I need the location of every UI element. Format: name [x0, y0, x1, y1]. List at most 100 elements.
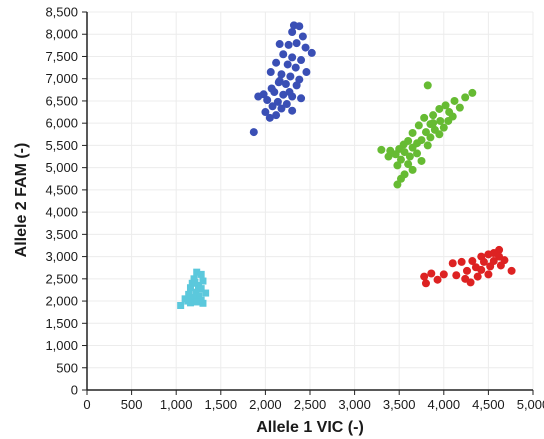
data-point [393, 161, 402, 170]
axes [82, 11, 534, 395]
data-point [461, 93, 470, 102]
data-point [189, 294, 197, 302]
data-point [197, 285, 205, 293]
data-point [377, 145, 386, 154]
data-point [479, 257, 488, 266]
data-point [297, 56, 306, 65]
data-point [444, 116, 453, 125]
x-tick-labels: 0 500 1,000 1,500 2,000 2,500 3,000 3,500 4,000 4… [83, 397, 544, 412]
data-point [193, 298, 201, 306]
data-point [177, 302, 185, 310]
data-point [193, 268, 201, 276]
data-point [496, 261, 505, 270]
data-point [420, 113, 429, 122]
data-point [413, 149, 422, 158]
data-point [297, 94, 306, 103]
data-point [195, 292, 202, 300]
data-points [177, 21, 516, 310]
data-point [272, 58, 281, 67]
y-tick-label: 6,500 [45, 93, 78, 108]
y-tick-label: 5,000 [45, 160, 78, 175]
data-point [270, 88, 279, 97]
x-axis-title: Allele 1 VIC (-) [256, 419, 364, 436]
x-tick-label: 2,000 [249, 397, 282, 412]
data-point [439, 270, 448, 279]
data-point [302, 68, 311, 77]
data-point [295, 22, 304, 31]
data-point [466, 278, 475, 287]
data-point [477, 265, 486, 274]
y-tick-label: 8,500 [45, 5, 78, 20]
data-point [420, 272, 429, 281]
x-tick-label: 1,000 [160, 397, 193, 412]
data-point [441, 101, 450, 110]
data-point [421, 128, 430, 137]
y-tick-label: 7,000 [45, 71, 78, 86]
data-point [484, 250, 493, 259]
data-point [457, 257, 466, 266]
y-tick-labels: 0 500 1,000 1,500 2,000 2,500 3,000 3,500 4,000 4… [45, 5, 78, 398]
data-point [284, 40, 293, 49]
data-point [199, 299, 207, 307]
y-tick-label: 6,000 [45, 116, 78, 131]
data-point [423, 141, 432, 150]
data-point [435, 130, 444, 139]
data-point [393, 180, 402, 189]
data-point [288, 28, 297, 37]
data-point [448, 259, 457, 268]
data-point [384, 152, 393, 161]
data-point [468, 257, 477, 266]
grid-lines [87, 11, 534, 390]
series-3 [420, 245, 516, 288]
data-point [426, 133, 435, 142]
data-point [261, 108, 270, 117]
x-tick-label: 500 [121, 397, 143, 412]
data-point [433, 275, 442, 284]
data-point [436, 116, 445, 125]
data-point [439, 123, 448, 132]
series-1 [249, 21, 316, 137]
data-point [184, 297, 192, 305]
data-point [265, 113, 274, 122]
data-point [185, 290, 193, 298]
data-point [417, 156, 426, 165]
data-point [405, 152, 414, 161]
data-point [455, 103, 464, 112]
data-point [427, 269, 436, 278]
y-tick-label: 1,500 [45, 316, 78, 331]
data-point [202, 289, 210, 297]
data-point [421, 279, 430, 288]
data-point [435, 104, 444, 113]
data-point [281, 80, 290, 89]
data-point [301, 43, 310, 52]
data-point [452, 271, 461, 280]
x-tick-label: 2,500 [294, 397, 327, 412]
y-tick-label: 8,000 [45, 27, 78, 42]
data-point [307, 48, 316, 57]
data-point [279, 50, 288, 59]
x-tick-label: 4,500 [472, 397, 505, 412]
data-point [190, 275, 198, 283]
data-point [450, 96, 459, 105]
x-tick-label: 5,000 [517, 397, 544, 412]
data-point [298, 32, 307, 41]
y-tick-label: 0 [71, 383, 78, 398]
data-point [468, 88, 477, 97]
data-point [486, 262, 495, 271]
data-point [254, 92, 263, 101]
data-point [192, 288, 200, 296]
data-point [396, 155, 405, 164]
y-tick-label: 2,500 [45, 271, 78, 286]
series-4 [177, 268, 210, 310]
data-point [266, 68, 275, 77]
y-tick-label: 5,500 [45, 138, 78, 153]
data-point [277, 104, 286, 113]
y-axis-title: Allele 2 FAM (-) [13, 143, 30, 258]
data-point [286, 72, 295, 81]
data-point [404, 160, 413, 169]
y-tick-label: 4,000 [45, 205, 78, 220]
data-point [408, 165, 417, 174]
y-tick-label: 3,000 [45, 249, 78, 264]
data-point [197, 270, 205, 278]
